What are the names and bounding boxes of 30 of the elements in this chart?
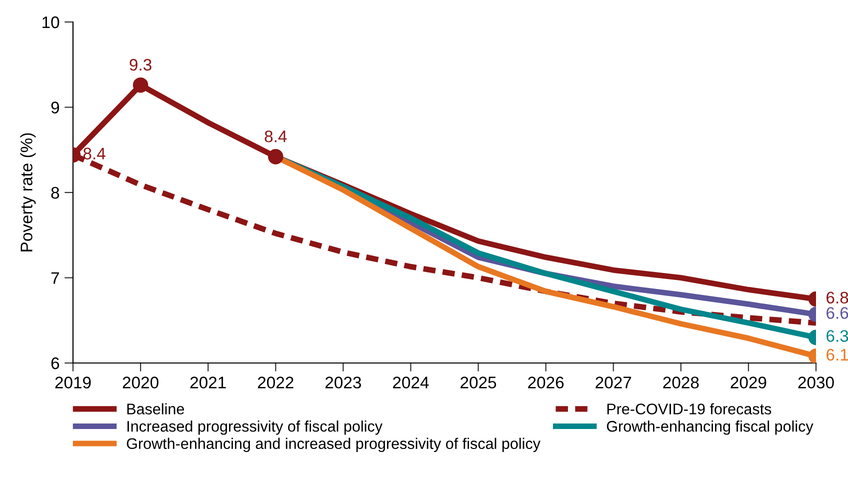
data-label: 8.4 — [83, 148, 106, 160]
legend-label: Baseline — [127, 403, 184, 414]
x-tick-label: 2019 — [55, 376, 91, 388]
x-tick-label: 2029 — [730, 376, 766, 388]
y-tick-label: 10 — [42, 16, 60, 28]
x-tick-label: 2021 — [190, 376, 226, 388]
x-tick-label: 2026 — [528, 376, 564, 388]
legend-label: Growth-enhancing fiscal policy — [606, 420, 814, 435]
data-label: 9.3 — [130, 58, 152, 71]
y-tick-label: 7 — [51, 272, 59, 284]
data-label: 6.3 — [826, 330, 848, 342]
y-tick-label: 8 — [51, 186, 60, 199]
x-tick-label: 2024 — [393, 376, 429, 388]
x-tick-label: 2030 — [798, 376, 834, 388]
x-tick-label: 2020 — [122, 376, 158, 388]
data-label: 6.6 — [826, 307, 848, 319]
x-tick-label: 2027 — [596, 376, 632, 388]
x-tick-label: 2023 — [325, 376, 361, 388]
legend-label: Growth-enhancing and increased progressivity of fiscal policy — [126, 438, 540, 452]
y-tick-label: 6 — [51, 357, 60, 370]
data-label: 6.1 — [826, 348, 848, 361]
data-label: 6.8 — [826, 292, 848, 304]
y-axis-title: Poverty rate (%) — [20, 133, 36, 252]
data-label: 8.4 — [264, 130, 287, 142]
legend-label: Pre-COVID-19 forecasts — [607, 403, 772, 414]
x-tick-label: 2022 — [258, 376, 294, 388]
legend-label: Increased progressivity of fiscal policy — [127, 420, 382, 435]
y-tick-label: 9 — [51, 102, 60, 114]
x-tick-label: 2025 — [460, 376, 496, 388]
x-tick-label: 2028 — [663, 376, 699, 388]
